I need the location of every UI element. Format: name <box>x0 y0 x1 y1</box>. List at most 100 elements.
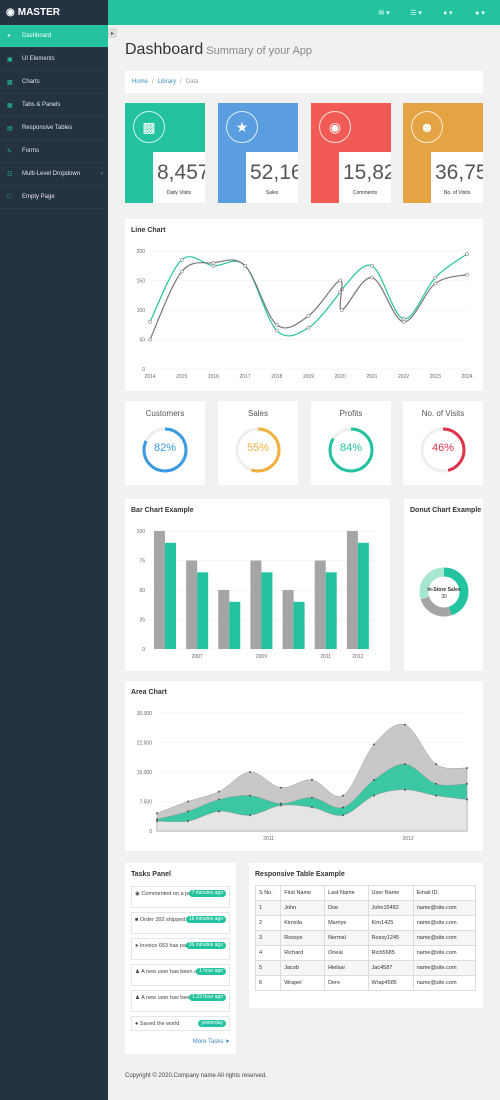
gauge-title: Sales <box>247 409 268 418</box>
x-tick-label: 2014 <box>144 374 155 380</box>
more-tasks-link[interactable]: More Tasks ➤ <box>192 1039 230 1045</box>
shopping-cart-icon: ★ <box>226 111 258 143</box>
breadcrumb-home[interactable]: Home <box>132 79 149 85</box>
data-point <box>311 796 313 799</box>
task-item[interactable]: ♟ A new user has been added 1.23 hour ago <box>131 990 230 1012</box>
table-cell: John <box>280 900 326 916</box>
table-row: 4 Richard Orieal Rich5685 name@site.com <box>254 945 477 961</box>
sidebar-item-ui-elements[interactable]: ▣ UI Elements <box>0 48 108 71</box>
file-icon: □ <box>7 194 11 200</box>
data-point <box>280 804 282 807</box>
bar-chart-icon: ▩ <box>7 79 13 86</box>
table-cell: Rossye <box>280 930 326 946</box>
sidebar-item-charts[interactable]: ▩ Charts <box>0 71 108 94</box>
y-tick-label: 150 <box>137 279 146 285</box>
envelope-icon[interactable]: ✉ ▾ <box>378 9 390 17</box>
area-chart-panel: Area Chart 0 7,500 15,000 22,500 30,000 2011 2… <box>125 681 483 851</box>
data-point <box>218 798 220 801</box>
stat-value: 15,823 <box>343 161 391 184</box>
table-header: S No. <box>254 885 282 901</box>
stat-comments: ◉ 15,823 Comments <box>311 103 391 203</box>
bar <box>250 560 262 649</box>
user-icon[interactable]: ● ▾ <box>475 9 485 17</box>
gauge-arc <box>142 427 188 473</box>
tasks-panel: Tasks Panel ◉ Commented on a post 7 minut… <box>125 863 236 1054</box>
data-point <box>249 794 251 797</box>
bar <box>357 542 369 649</box>
table-cell: name@site.com <box>412 930 477 946</box>
bar <box>229 601 241 649</box>
table-header: User Name <box>367 885 414 901</box>
y-tick-label: 100 <box>137 529 146 535</box>
time-badge: 36 minutes ago <box>185 942 226 949</box>
bar <box>218 590 230 649</box>
x-tick-label: 2016 <box>208 374 219 380</box>
time-badge: 16 minutes ago <box>185 916 226 923</box>
data-point <box>179 258 184 262</box>
data-point <box>311 778 313 781</box>
gauge-value: 55% <box>246 442 270 454</box>
table-cell: name@site.com <box>412 945 477 961</box>
brand-name: MASTER <box>17 7 60 18</box>
globe-icon: ● <box>135 943 140 949</box>
table-cell: Hielsar <box>324 960 369 976</box>
data-point <box>211 260 216 265</box>
data-point <box>306 325 311 330</box>
tasks-title: Tasks Panel <box>131 871 171 878</box>
gauge-visits: No. of Visits 46% <box>403 401 483 485</box>
stat-label: Daily Visits <box>166 190 192 196</box>
table-cell: 5 <box>254 960 282 976</box>
x-tick-label: 2017 <box>240 374 251 380</box>
data-point <box>339 308 344 312</box>
data-point <box>243 263 247 268</box>
bell-icon[interactable]: ♦ ▾ <box>443 9 453 17</box>
table-icon: ▤ <box>7 125 13 132</box>
x-tick-label: 2024 <box>461 374 472 380</box>
donut-center-value: 30 <box>441 594 447 600</box>
sidebar-item-tabs-panels[interactable]: ▦ Tabs & Panels <box>0 94 108 117</box>
task-item[interactable]: ♟ A new user has been added 1 hour ago <box>131 964 230 986</box>
qrcode-icon: ▦ <box>7 102 13 109</box>
gauge-title: Profits <box>339 409 363 418</box>
table-header: First Name <box>280 885 326 901</box>
table-cell: Rich5685 <box>367 945 414 961</box>
area-chart-title: Area Chart <box>131 689 167 696</box>
x-tick-label: 2022 <box>398 374 409 380</box>
gauge-arc <box>328 427 374 473</box>
task-item[interactable]: ■ Order 392 shipped 16 minutes ago <box>131 912 230 934</box>
stat-label: Comments <box>352 190 378 196</box>
sidebar-item-multi-level-dropdown[interactable]: ☷ Multi-Level Dropdown ‹ <box>0 163 108 186</box>
sidebar-item-dashboard[interactable]: ◕ Dashboard <box>0 25 108 48</box>
task-item[interactable]: ● Saved the world yesterday <box>131 1016 230 1031</box>
data-point <box>433 275 438 280</box>
table-cell: Kimsila <box>280 915 326 931</box>
table-row: 6 Wrapel Dere Wrap4585 name@site.com <box>254 975 477 991</box>
task-item[interactable]: ● Invoice 653 has paid 36 minutes ago <box>131 938 230 960</box>
footer: Copyright © 2020.Company name All rights… <box>125 1073 267 1079</box>
sidebar-item-responsive-tables[interactable]: ▤ Responsive Tables <box>0 117 108 140</box>
brand[interactable]: ◉ MASTER <box>0 0 108 25</box>
task-item[interactable]: ◉ Commented on a post 7 minutes ago <box>131 886 230 908</box>
bar-chart: 0 25 50 75 100 2007 2009 2011 2012 <box>137 529 375 660</box>
sidebar-item-forms[interactable]: ✎ Forms <box>0 140 108 163</box>
data-point <box>373 794 375 797</box>
data-point <box>342 794 344 797</box>
data-point <box>466 767 468 770</box>
data-point <box>433 281 438 286</box>
y-tick-label: 75 <box>139 559 145 565</box>
sidebar-item-empty-page[interactable]: □ Empty Page <box>0 186 108 209</box>
x-tick-label: 2007 <box>192 654 203 660</box>
tasks-icon[interactable]: ☰ ▾ <box>410 9 422 17</box>
table-cell: Kim1425 <box>367 915 414 931</box>
stat-value: 8,457 <box>157 161 205 184</box>
table-panel: Responsive Table Example S No. First Nam… <box>249 863 483 1008</box>
table-cell: 2 <box>254 915 282 931</box>
chevron-left-icon: ‹ <box>101 171 103 177</box>
sidebar-toggle-button[interactable]: ▸ <box>108 28 117 38</box>
data-point <box>187 820 189 823</box>
table-cell: John15482 <box>367 900 414 916</box>
breadcrumb-library[interactable]: Library <box>157 79 177 85</box>
table-cell: Richard <box>280 945 326 961</box>
gauge-customers: Customers 82% <box>125 401 205 485</box>
sidebar: ◕ Dashboard ▣ UI Elements ▩ Charts ▦ Tabs & … <box>0 25 108 1100</box>
